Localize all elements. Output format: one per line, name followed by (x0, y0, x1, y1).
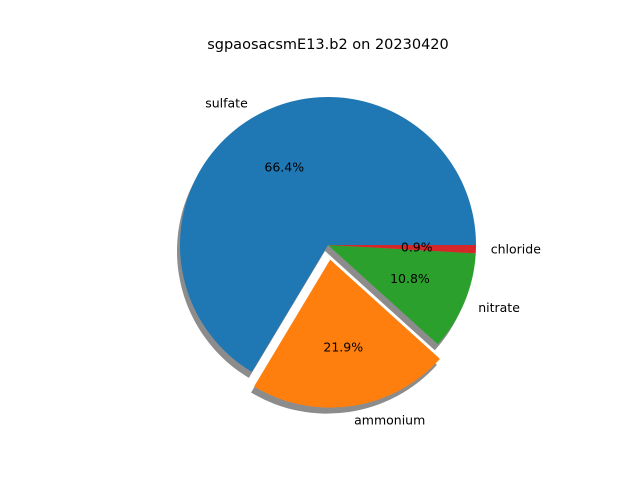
pie-slice-nitrate (328, 245, 476, 345)
pie-slice-chloride (328, 245, 476, 254)
slice-label-ammonium: ammonium (354, 413, 425, 428)
slice-percent-ammonium: 21.9% (323, 339, 363, 354)
pie-slice-sulfate (180, 97, 476, 372)
pie-slice-ammonium (254, 259, 440, 408)
slice-label-chloride: chloride (491, 242, 541, 257)
slice-percent-sulfate: 66.4% (264, 160, 304, 175)
slice-label-nitrate: nitrate (478, 300, 520, 315)
slice-percent-nitrate: 10.8% (390, 271, 430, 286)
pie-wedge-layer (180, 97, 476, 408)
pie-label-layer: sulfate 66.4% ammonium 21.9% nitrate 10.8% chl… (205, 95, 541, 427)
chart-title: sgpaosacsmE13.b2 on 20230420 (207, 37, 449, 53)
slice-percent-chloride: 0.9% (401, 240, 433, 255)
slice-label-sulfate: sulfate (205, 95, 248, 110)
